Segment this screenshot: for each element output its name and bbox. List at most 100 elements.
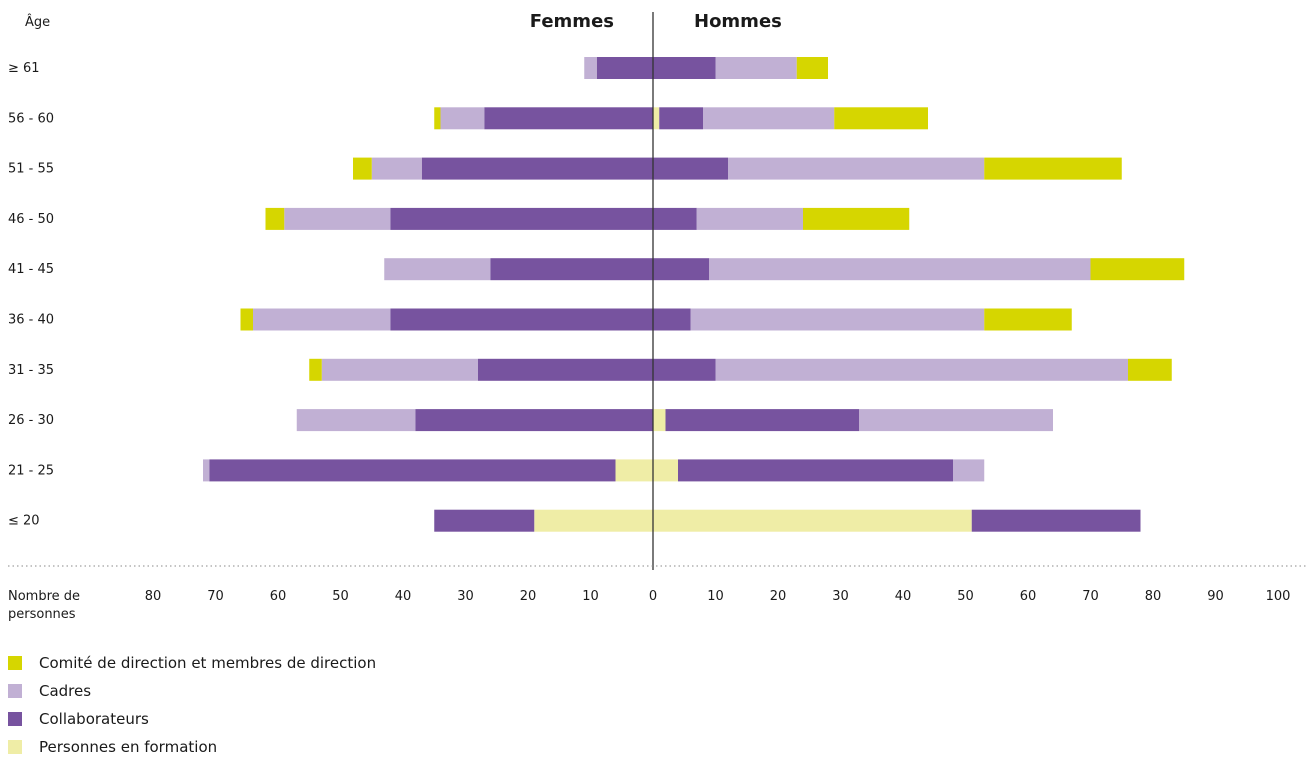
bar-hommes-direction xyxy=(984,157,1122,180)
legend-item-formation: Personnes en formation xyxy=(8,736,376,758)
age-label: 21 - 25 xyxy=(8,463,54,478)
bar-hommes-collaborateurs xyxy=(971,509,1141,532)
bar-hommes-collaborateurs xyxy=(653,358,716,381)
bar-hommes-collaborateurs xyxy=(659,107,703,130)
bar-hommes-collaborateurs xyxy=(653,207,697,230)
bar-hommes-direction xyxy=(1090,258,1185,281)
x-tick-label: 50 xyxy=(957,589,974,604)
legend-label-cadres: Cadres xyxy=(39,682,92,700)
bar-hommes-cadres xyxy=(728,157,985,180)
bar-femmes-cadres xyxy=(371,157,422,180)
bar-femmes-collaborateurs xyxy=(415,409,653,432)
legend-item-cadres: Cadres xyxy=(8,680,376,702)
age-labels-group: ≥ 61 56 - 60 51 - 55 46 - 50 41 - 45 36 - 40 3… xyxy=(8,61,54,529)
header-femmes: Femmes xyxy=(530,11,614,32)
bar-hommes-direction xyxy=(803,207,910,230)
age-label: 46 - 50 xyxy=(8,212,54,227)
bar-femmes-collaborateurs xyxy=(390,207,653,230)
bar-femmes-collaborateurs xyxy=(490,258,653,281)
age-label: 26 - 30 xyxy=(8,413,54,428)
age-label: ≥ 61 xyxy=(8,61,40,76)
bar-hommes-formation xyxy=(653,459,678,482)
age-label: 51 - 55 xyxy=(8,162,54,177)
bar-femmes-cadres xyxy=(203,459,210,482)
x-tick-label: 80 xyxy=(145,589,162,604)
bar-hommes-collaborateurs xyxy=(653,308,691,331)
x-tick-label: 30 xyxy=(832,589,849,604)
legend-swatch-formation xyxy=(8,740,22,754)
x-tick-label: 60 xyxy=(270,589,287,604)
legend-swatch-direction xyxy=(8,656,22,670)
x-tick-label: 90 xyxy=(1207,589,1224,604)
bar-hommes-direction xyxy=(984,308,1072,331)
bar-femmes-direction xyxy=(434,107,441,130)
bar-hommes-collaborateurs xyxy=(678,459,953,482)
x-tick-label: 60 xyxy=(1020,589,1037,604)
bar-femmes-collaborateurs xyxy=(596,57,653,79)
bar-hommes-cadres xyxy=(709,258,1091,281)
bar-femmes-collaborateurs xyxy=(478,358,653,381)
bar-femmes-direction xyxy=(240,308,253,331)
bar-hommes-formation xyxy=(653,509,972,532)
bar-femmes-direction xyxy=(265,207,285,230)
x-axis-title-line2: personnes xyxy=(8,607,76,622)
bar-hommes-cadres xyxy=(696,207,803,230)
bar-hommes-direction xyxy=(834,107,928,130)
y-axis-title: Âge xyxy=(25,14,50,30)
age-label: ≤ 20 xyxy=(8,514,40,529)
x-tick-label: 70 xyxy=(207,589,224,604)
age-label: 56 - 60 xyxy=(8,111,54,126)
bar-hommes-formation xyxy=(653,107,660,130)
bar-femmes-formation xyxy=(534,509,653,532)
x-tick-label: 40 xyxy=(395,589,412,604)
bar-femmes-cadres xyxy=(584,57,597,79)
bar-femmes-cadres xyxy=(253,308,391,331)
bar-femmes-collaborateurs xyxy=(484,107,653,130)
x-tick-label: 100 xyxy=(1266,589,1291,604)
x-tick-label: 20 xyxy=(520,589,537,604)
bar-hommes-direction xyxy=(1128,358,1172,381)
bar-femmes-collaborateurs xyxy=(434,509,535,532)
header-hommes: Hommes xyxy=(694,11,782,32)
bar-femmes-cadres xyxy=(440,107,485,130)
bar-femmes-formation xyxy=(615,459,653,482)
bar-femmes-collaborateurs xyxy=(390,308,653,331)
bar-femmes-cadres xyxy=(284,207,391,230)
x-axis-title-line1: Nombre de xyxy=(8,589,80,604)
bar-femmes-collaborateurs xyxy=(209,459,616,482)
bar-hommes-cadres xyxy=(859,409,1053,432)
x-tick-label: 10 xyxy=(707,589,724,604)
bar-hommes-cadres xyxy=(690,308,985,331)
bar-hommes-cadres xyxy=(715,57,797,79)
bar-hommes-collaborateurs xyxy=(653,57,716,79)
bar-hommes-collaborateurs xyxy=(665,409,860,432)
legend-label-collaborateurs: Collaborateurs xyxy=(39,710,149,728)
legend-item-direction: Comité de direction et membres de direct… xyxy=(8,652,376,674)
bar-hommes-cadres xyxy=(715,358,1128,381)
legend-swatch-collaborateurs xyxy=(8,712,22,726)
x-tick-label: 50 xyxy=(332,589,349,604)
bar-hommes-cadres xyxy=(703,107,835,130)
bar-hommes-collaborateurs xyxy=(653,157,728,180)
legend-label-direction: Comité de direction et membres de direct… xyxy=(39,654,377,672)
bar-hommes-formation xyxy=(653,409,666,432)
bar-hommes-direction xyxy=(796,57,828,79)
legend: Comité de direction et membres de direct… xyxy=(8,652,376,764)
bar-femmes-cadres xyxy=(384,258,491,281)
x-tick-label: 20 xyxy=(770,589,787,604)
bars-group xyxy=(203,57,1185,532)
legend-swatch-cadres xyxy=(8,684,22,698)
bar-femmes-cadres xyxy=(296,409,416,432)
legend-label-formation: Personnes en formation xyxy=(39,738,218,756)
x-tick-label: 10 xyxy=(582,589,599,604)
x-tick-label: 0 xyxy=(649,589,657,604)
bar-femmes-collaborateurs xyxy=(421,157,653,180)
bar-femmes-direction xyxy=(353,157,372,180)
legend-item-collaborateurs: Collaborateurs xyxy=(8,708,376,730)
bar-hommes-cadres xyxy=(953,459,985,482)
x-tick-label: 30 xyxy=(457,589,474,604)
age-label: 36 - 40 xyxy=(8,313,54,328)
age-label: 31 - 35 xyxy=(8,363,54,378)
x-tick-label: 70 xyxy=(1082,589,1099,604)
